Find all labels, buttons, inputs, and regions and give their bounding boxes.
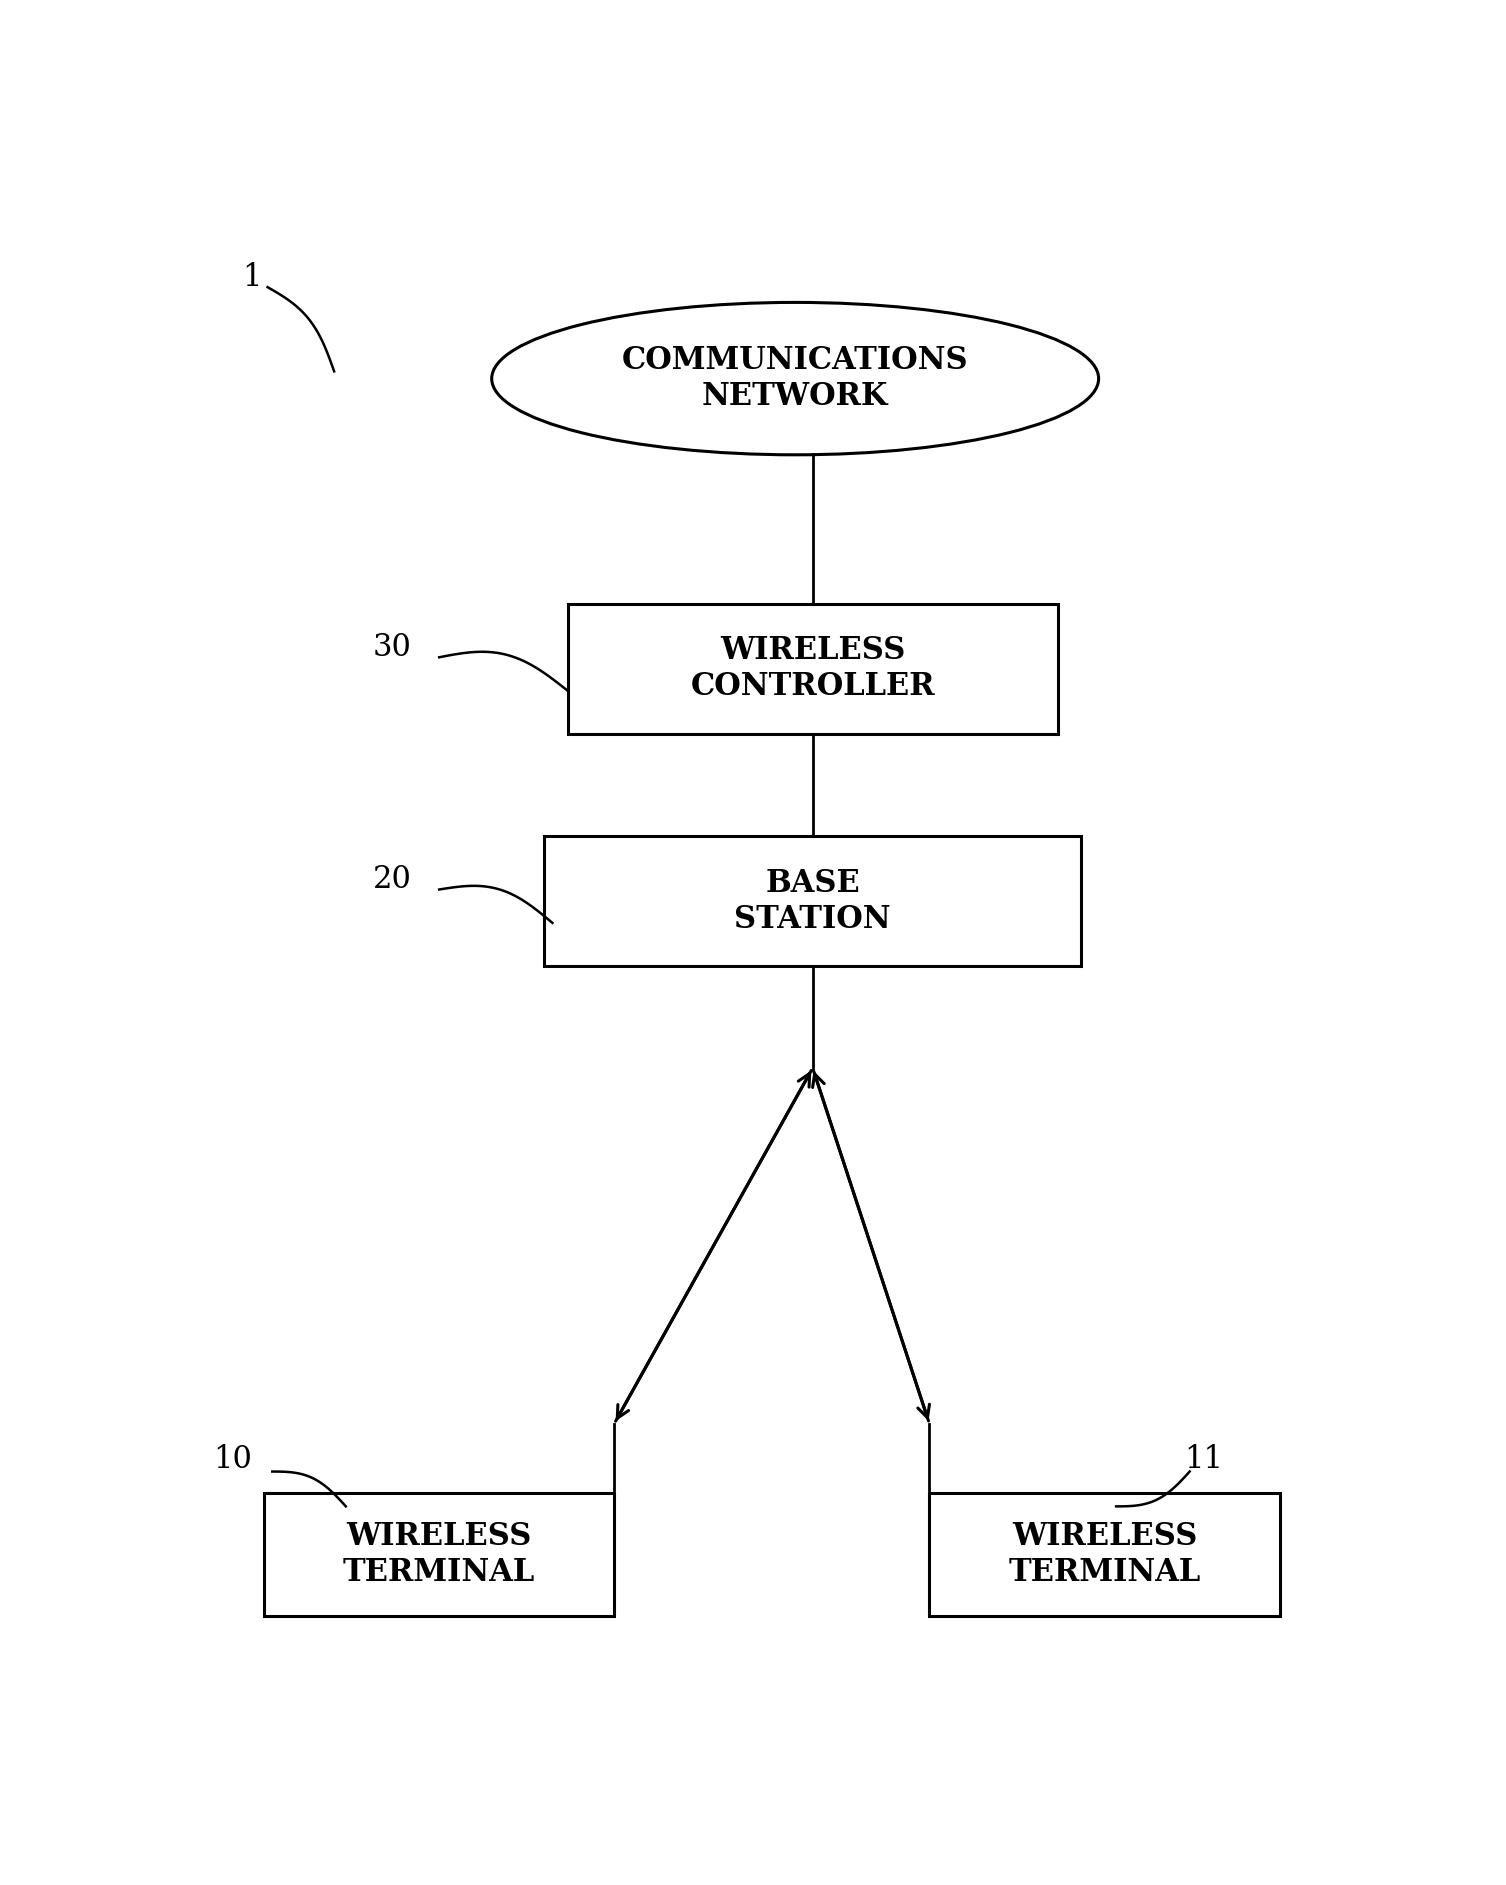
Text: 30: 30	[373, 631, 413, 664]
Text: WIRELESS
CONTROLLER: WIRELESS CONTROLLER	[690, 635, 935, 703]
Text: WIRELESS
TERMINAL: WIRELESS TERMINAL	[1009, 1521, 1200, 1587]
Bar	[544, 835, 1081, 967]
Bar	[568, 603, 1057, 735]
Text: 11: 11	[1184, 1444, 1223, 1476]
Text: 1: 1	[242, 262, 262, 292]
Text: 20: 20	[373, 863, 413, 895]
Bar	[929, 1493, 1280, 1615]
Text: BASE
STATION: BASE STATION	[735, 867, 892, 935]
Text: 10: 10	[214, 1444, 252, 1476]
Text: COMMUNICATIONS
NETWORK: COMMUNICATIONS NETWORK	[622, 345, 968, 413]
Text: WIRELESS
TERMINAL: WIRELESS TERMINAL	[343, 1521, 535, 1587]
Bar	[264, 1493, 614, 1615]
